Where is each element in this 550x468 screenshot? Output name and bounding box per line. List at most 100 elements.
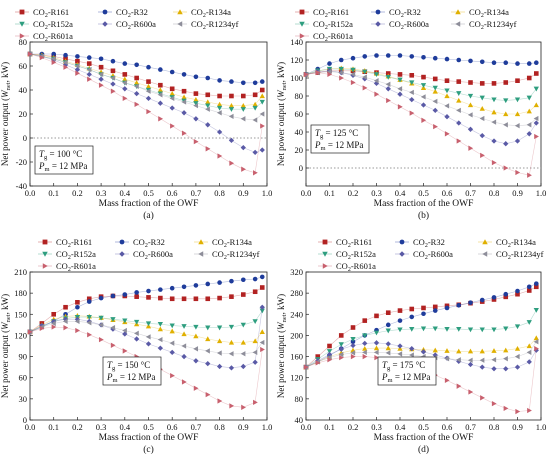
y-tick-label: 160 bbox=[290, 352, 303, 362]
data-point bbox=[456, 357, 461, 363]
legend-item: CO2-R134a bbox=[194, 237, 252, 249]
data-point bbox=[299, 33, 305, 39]
data-point bbox=[385, 53, 391, 58]
data-point bbox=[526, 61, 532, 66]
data-point bbox=[362, 333, 368, 339]
data-point bbox=[240, 102, 246, 108]
data-point bbox=[503, 347, 509, 353]
data-point bbox=[241, 93, 246, 99]
series-co2-r601a bbox=[303, 69, 539, 178]
y-tick-label: 80 bbox=[295, 394, 304, 404]
data-point bbox=[468, 145, 474, 151]
data-point bbox=[169, 323, 175, 329]
data-point bbox=[205, 348, 210, 354]
data-point bbox=[181, 296, 187, 302]
data-point bbox=[456, 57, 462, 63]
legend-item: CO2-R600a bbox=[98, 19, 156, 31]
data-point bbox=[409, 110, 415, 116]
data-point bbox=[491, 97, 497, 103]
data-point bbox=[339, 75, 344, 81]
data-point bbox=[240, 339, 246, 345]
legend-label: CO2-R601a bbox=[33, 31, 73, 43]
data-point bbox=[326, 69, 332, 75]
data-point bbox=[39, 54, 45, 61]
x-tick-label: 1.0 bbox=[536, 422, 547, 432]
data-point bbox=[181, 284, 187, 290]
data-point bbox=[327, 71, 333, 78]
data-point bbox=[86, 296, 92, 302]
x-tick-label: 0.1 bbox=[324, 188, 335, 198]
data-point bbox=[373, 340, 380, 346]
data-point bbox=[409, 89, 414, 96]
data-point bbox=[456, 358, 462, 364]
data-point bbox=[98, 322, 104, 328]
data-point bbox=[122, 86, 128, 92]
data-point bbox=[432, 347, 438, 353]
panel-label: (d) bbox=[418, 444, 429, 455]
data-point bbox=[205, 99, 211, 105]
data-point bbox=[432, 304, 438, 310]
data-point bbox=[181, 379, 187, 385]
data-point bbox=[240, 322, 246, 328]
data-point bbox=[327, 357, 333, 363]
y-tick-label: 20 bbox=[295, 145, 304, 155]
series-line bbox=[29, 287, 263, 333]
data-point bbox=[315, 354, 321, 359]
x-tick-label: 0.1 bbox=[324, 422, 335, 432]
chart-panel: 0.0 0.1 0.2 0.3 0.4 0.5 0.6 0.7 0.8 0.9 1.0 0 30 60 90… bbox=[0, 237, 272, 455]
y-tick-label: 140 bbox=[290, 37, 303, 47]
data-point bbox=[228, 137, 235, 144]
data-point bbox=[432, 107, 438, 114]
data-point bbox=[514, 353, 520, 360]
data-point bbox=[467, 102, 474, 108]
y-tick-label: 90 bbox=[19, 352, 28, 362]
data-point bbox=[229, 160, 235, 166]
data-point bbox=[503, 165, 509, 171]
data-point bbox=[503, 141, 509, 147]
y-tick-label: 30 bbox=[19, 394, 28, 404]
data-point bbox=[299, 21, 305, 27]
data-point bbox=[205, 391, 211, 398]
data-point bbox=[444, 131, 450, 137]
data-point bbox=[63, 52, 68, 58]
data-point bbox=[193, 358, 199, 364]
data-point bbox=[503, 294, 509, 300]
data-point bbox=[526, 349, 532, 355]
x-tick-label: 0.9 bbox=[512, 188, 523, 198]
data-point bbox=[421, 74, 426, 80]
data-point bbox=[362, 74, 367, 80]
y-tick-label: 40 bbox=[295, 415, 304, 425]
data-point bbox=[514, 111, 521, 117]
x-tick-label: 0.1 bbox=[48, 422, 59, 432]
data-point bbox=[217, 280, 222, 285]
condition-box-frame bbox=[34, 145, 94, 175]
data-point bbox=[338, 351, 344, 358]
data-point bbox=[122, 61, 128, 66]
data-point bbox=[526, 359, 532, 365]
data-point bbox=[527, 407, 532, 414]
data-point bbox=[241, 404, 246, 410]
series-co2-r1234yf bbox=[27, 318, 265, 357]
y-tick-label: 150 bbox=[14, 309, 27, 319]
data-point bbox=[479, 115, 485, 122]
data-point bbox=[110, 342, 116, 348]
legend-item: CO2-R161 bbox=[15, 7, 69, 19]
data-point bbox=[259, 147, 265, 153]
data-point bbox=[350, 350, 356, 356]
series-co2-r1234yf bbox=[303, 339, 539, 370]
pressure-label: Pm = 12 MPa bbox=[106, 372, 155, 384]
y-tick-label: -40 bbox=[16, 181, 27, 191]
data-point bbox=[205, 122, 211, 128]
legend-item: CO2-R161 bbox=[295, 7, 349, 19]
y-tick-label: 320 bbox=[290, 267, 303, 277]
y-tick-label: 80 bbox=[19, 37, 28, 47]
legend-label: CO2-R1234yf bbox=[469, 19, 517, 31]
data-point bbox=[362, 76, 368, 82]
data-point bbox=[253, 170, 258, 176]
data-point bbox=[252, 289, 258, 295]
data-point bbox=[259, 99, 265, 105]
x-tick-label: 0.7 bbox=[191, 188, 202, 198]
data-point bbox=[122, 95, 128, 102]
data-point bbox=[169, 349, 175, 355]
